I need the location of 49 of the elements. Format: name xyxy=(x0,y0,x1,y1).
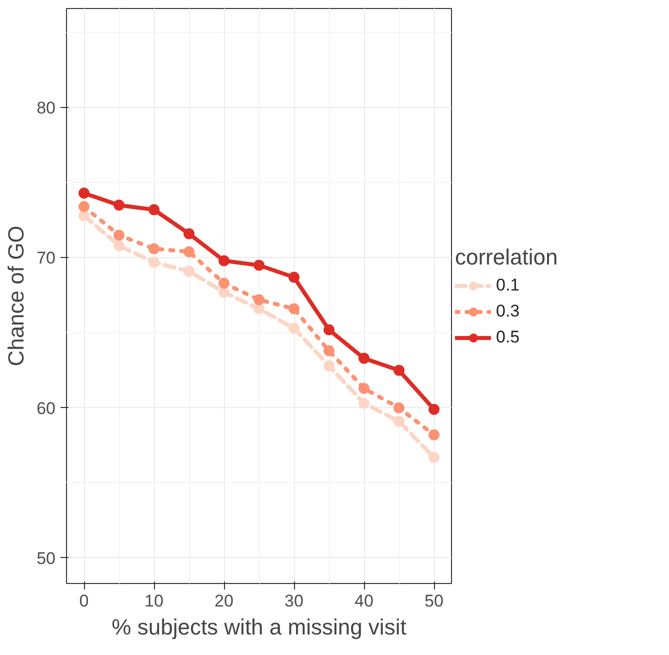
point xyxy=(218,286,230,298)
point xyxy=(324,360,334,372)
point xyxy=(428,429,440,440)
point xyxy=(254,303,264,314)
legend-title: correlation xyxy=(455,244,558,270)
legend-label: 0.5 xyxy=(496,327,520,347)
point xyxy=(288,272,300,283)
y-tick-label: 80 xyxy=(36,98,56,118)
point xyxy=(78,188,90,199)
y-tick-label: 70 xyxy=(36,248,56,268)
y-axis-title: Chance of GO xyxy=(4,226,29,366)
x-tick-label: 10 xyxy=(144,592,164,610)
point xyxy=(184,228,194,240)
point xyxy=(358,352,370,364)
legend-label: 0.1 xyxy=(496,275,520,295)
point xyxy=(254,260,264,271)
point xyxy=(324,345,334,356)
point xyxy=(148,243,160,254)
point xyxy=(218,255,230,266)
point xyxy=(254,294,264,306)
point xyxy=(394,364,404,376)
point xyxy=(288,322,300,334)
y-tick-label: 60 xyxy=(36,398,56,418)
point xyxy=(428,452,440,463)
point xyxy=(358,382,370,394)
point xyxy=(114,230,124,241)
point xyxy=(428,404,440,415)
point xyxy=(78,201,90,212)
x-tick-label: 40 xyxy=(354,592,374,610)
x-axis-title: % subjects with a missing visit xyxy=(112,614,406,640)
x-tick-label: 50 xyxy=(424,592,444,610)
point xyxy=(78,210,90,222)
x-tick-label: 20 xyxy=(214,592,234,610)
point xyxy=(358,398,370,409)
point xyxy=(184,246,194,258)
point xyxy=(394,402,404,414)
x-tick-label: 30 xyxy=(284,592,304,610)
point xyxy=(394,416,404,427)
point xyxy=(288,303,300,314)
x-tick-label: 0 xyxy=(79,592,89,610)
point xyxy=(114,240,124,252)
y-tick-label: 50 xyxy=(36,548,56,568)
point xyxy=(114,200,124,211)
point xyxy=(184,266,194,277)
point xyxy=(218,278,230,289)
point xyxy=(324,324,334,336)
legend-label: 0.3 xyxy=(496,301,520,321)
point xyxy=(148,256,160,268)
point xyxy=(148,204,160,216)
